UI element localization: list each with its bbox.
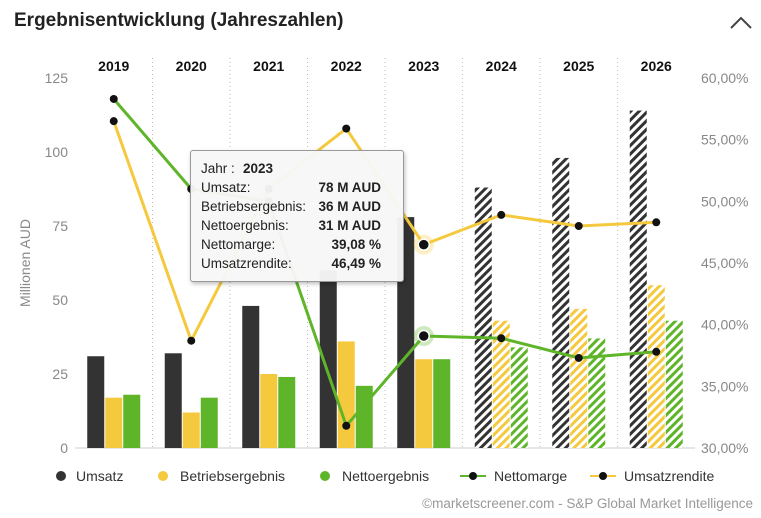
y-right-tick-label: 30,00% (701, 440, 748, 456)
x-tick-label: 2026 (641, 58, 672, 74)
bar-betriebsergebnis (492, 320, 510, 448)
point-nettomarge (652, 347, 661, 356)
tooltip-row: Nettoergebnis: 31 M AUD (201, 218, 381, 233)
tooltip-year-value: 2023 (243, 161, 274, 176)
point-umsatzrendite (574, 222, 583, 230)
source-credit: ©marketscreener.com - S&P Global Market … (422, 496, 753, 511)
y-right-tick-label: 45,00% (701, 255, 748, 271)
y-right-tick-label: 50,00% (701, 193, 748, 209)
point-nettomarge (417, 329, 430, 343)
x-tick-label: 2019 (98, 58, 129, 74)
point-umsatzrendite (652, 218, 661, 227)
point-nettomarge (342, 421, 351, 430)
chart-plot: 2019 2020 2021 2022 2023 2024 2025 2026 0 25 50 75 1… (17, 58, 748, 456)
tooltip: Jahr : 2023 Umsatz: 78 M AUD Betriebserg… (190, 150, 404, 282)
bar-nettoergebnis (123, 394, 141, 448)
bar-umsatz (629, 110, 647, 448)
y-right-tick-label: 60,00% (701, 70, 748, 86)
point-umsatzrendite (187, 336, 196, 345)
y-left-tick-label: 125 (45, 70, 69, 86)
bar-betriebsergebnis (260, 374, 278, 448)
bar-umsatz (242, 305, 260, 448)
x-tick-label: 2021 (253, 58, 284, 74)
tooltip-year: Jahr : 2023 (201, 161, 274, 176)
tooltip-row: Nettomarge: 39,08 % (201, 237, 381, 252)
tooltip-row: Umsatzrendite: 46,49 % (201, 256, 381, 271)
bar-betriebsergebnis (415, 359, 433, 448)
y-left-tick-label: 0 (60, 440, 68, 456)
y-right-tick-label: 40,00% (701, 317, 748, 333)
x-tick-label: 2020 (176, 58, 207, 74)
point-umsatzrendite (417, 238, 430, 251)
y-left-tick-label: 75 (52, 218, 68, 234)
bar-betriebsergebnis (570, 308, 588, 448)
chart-title: Ergebnisentwicklung (Jahreszahlen) (14, 10, 344, 31)
point-umsatzrendite (342, 124, 351, 133)
chart-legend: Umsatz Betriebsergebnis Nettoergebnis Ne… (0, 462, 761, 486)
y-right-tick-label: 35,00% (701, 378, 748, 394)
point-nettomarge (109, 94, 118, 103)
point-umsatzrendite (109, 117, 118, 126)
y-left-tick-label: 50 (52, 292, 68, 308)
bar-nettoergebnis (278, 376, 296, 448)
bar-nettoergebnis (588, 338, 606, 448)
tooltip-row: Umsatz: 78 M AUD (201, 180, 381, 195)
bar-nettoergebnis (433, 359, 451, 448)
chart-header: Ergebnisentwicklung (Jahreszahlen) (0, 0, 761, 44)
y-left-tick-label: 100 (45, 144, 69, 160)
bar-betriebsergebnis (647, 285, 665, 448)
bar-nettoergebnis (200, 397, 218, 448)
x-tick-label: 2023 (408, 58, 439, 74)
bar-umsatz (319, 270, 337, 448)
point-nettomarge (574, 353, 583, 362)
bar-betriebsergebnis (337, 341, 355, 448)
tooltip-row: Betriebsergebnis: 36 M AUD (201, 199, 381, 214)
bar-umsatz (552, 157, 570, 449)
y-left-axis-label: Millionen AUD (17, 219, 33, 307)
bar-umsatz (164, 353, 182, 448)
y-left-tick-label: 25 (52, 366, 68, 382)
chevron-up-icon[interactable] (728, 14, 754, 32)
bar-nettoergebnis (510, 347, 528, 448)
bar-nettoergebnis (355, 385, 373, 448)
bar-umsatz (474, 187, 492, 448)
bar-betriebsergebnis (182, 412, 200, 448)
bar-umsatz (87, 356, 105, 448)
bar-nettoergebnis (665, 320, 683, 448)
bar-betriebsergebnis (105, 397, 123, 448)
point-nettomarge (497, 334, 506, 343)
x-tick-label: 2024 (486, 58, 517, 74)
point-umsatzrendite (497, 210, 506, 219)
x-tick-label: 2022 (331, 58, 362, 74)
x-tick-label: 2025 (563, 58, 594, 74)
y-right-tick-label: 55,00% (701, 132, 748, 148)
